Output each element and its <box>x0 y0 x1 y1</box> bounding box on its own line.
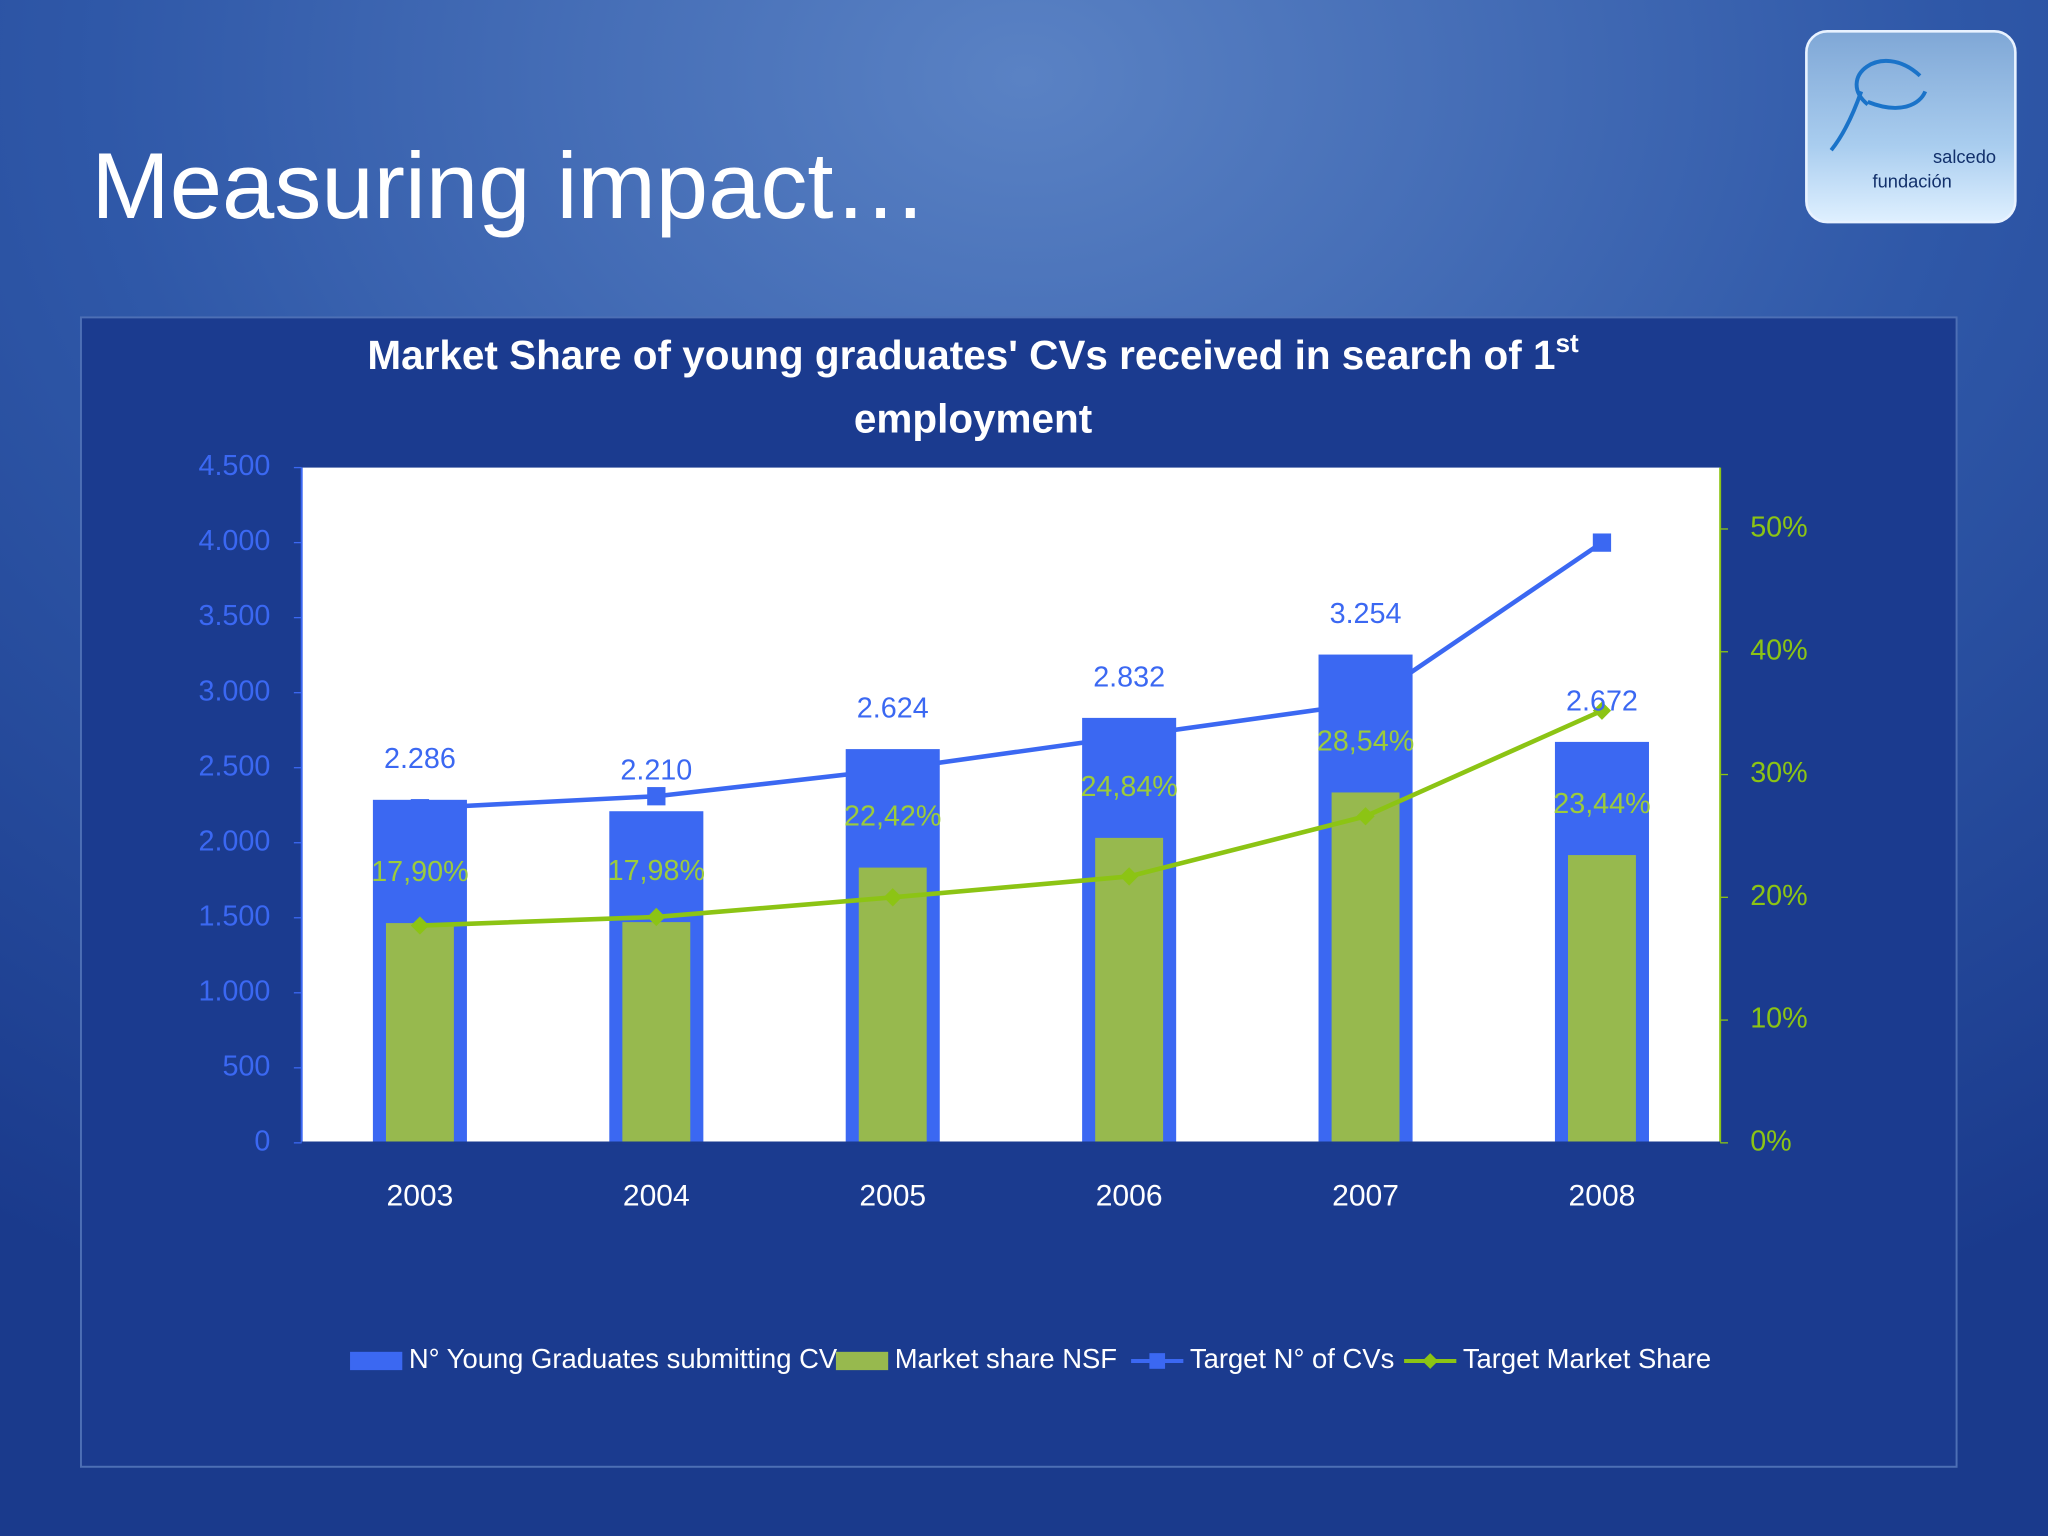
value-label: 28,54% <box>1317 725 1414 757</box>
y2-tick-label: 20% <box>1750 880 1807 912</box>
bar <box>1331 792 1400 1143</box>
x-tick-label: 2006 <box>1096 1180 1163 1213</box>
value-label: 2.832 <box>1093 661 1165 693</box>
bar <box>1568 855 1636 1143</box>
legend-label: Target Market Share <box>1463 1343 1711 1374</box>
legend-label: N° Young Graduates submitting CV <box>409 1343 838 1374</box>
x-tick-label: 2007 <box>1332 1180 1399 1213</box>
value-label: 22,42% <box>844 801 941 833</box>
y2-tick-label: 0% <box>1750 1125 1792 1157</box>
marker <box>647 787 666 806</box>
y2-tick-label: 10% <box>1750 1003 1807 1035</box>
value-label: 2.624 <box>857 693 929 725</box>
y2-tick-label: 30% <box>1750 757 1807 789</box>
chart-title-text: Market Share of young graduates' CVs rec… <box>367 332 1555 378</box>
value-label: 17,90% <box>371 856 468 888</box>
value-label: 2.672 <box>1566 685 1638 717</box>
legend-label: Target N° of CVs <box>1190 1343 1394 1374</box>
legend-swatch <box>835 1351 889 1371</box>
y-tick-label: 0 <box>254 1125 270 1157</box>
y-tick-label: 3.000 <box>198 675 270 707</box>
marker <box>883 888 902 907</box>
chart-title: Market Share of young graduates' CVs rec… <box>367 328 1579 378</box>
legend-marker <box>1422 1353 1439 1369</box>
legend-swatch <box>350 1351 403 1371</box>
x-tick-label: 2005 <box>859 1180 926 1213</box>
x-tick-label: 2004 <box>623 1180 690 1213</box>
logo-text: fundación <box>1873 171 1952 192</box>
marker <box>1356 807 1375 826</box>
y-tick-label: 4.500 <box>198 450 270 482</box>
value-label: 3.254 <box>1330 598 1402 630</box>
y-tick-label: 1.000 <box>198 975 270 1007</box>
value-label: 24,84% <box>1080 771 1177 803</box>
marker <box>1592 533 1612 552</box>
logo-text: salcedo <box>1933 146 1996 167</box>
bar <box>1095 837 1164 1143</box>
line <box>419 708 1603 928</box>
value-label: 2.210 <box>620 755 692 787</box>
marker <box>1592 701 1612 720</box>
x-tick-label: 2003 <box>387 1180 454 1213</box>
y-tick-label: 4.000 <box>198 525 270 557</box>
marker <box>647 907 666 927</box>
y-tick-label: 3.500 <box>198 600 270 632</box>
y2-tick-label: 50% <box>1750 512 1807 544</box>
logo-mark <box>1829 58 1928 152</box>
bar <box>622 922 691 1143</box>
slide-title: Measuring impact… <box>91 133 927 238</box>
logo <box>1805 30 2017 224</box>
legend-label: Market share NSF <box>895 1343 1117 1374</box>
y-tick-label: 2.500 <box>198 750 270 782</box>
bar <box>385 923 454 1143</box>
chart-title-superscript: st <box>1556 328 1580 358</box>
y-tick-label: 2.000 <box>198 825 270 857</box>
value-label: 23,44% <box>1553 788 1650 820</box>
value-label: 17,98% <box>608 855 705 887</box>
y-tick-label: 500 <box>222 1050 270 1082</box>
bar <box>858 867 927 1143</box>
chart-title: employment <box>854 396 1092 442</box>
y-tick-label: 1.500 <box>198 900 270 932</box>
value-label: 2.286 <box>384 743 456 775</box>
y2-tick-label: 40% <box>1750 634 1807 666</box>
x-tick-label: 2008 <box>1569 1180 1636 1213</box>
legend-marker <box>1149 1353 1166 1369</box>
plot-area <box>301 467 1721 1143</box>
marker <box>410 916 430 935</box>
